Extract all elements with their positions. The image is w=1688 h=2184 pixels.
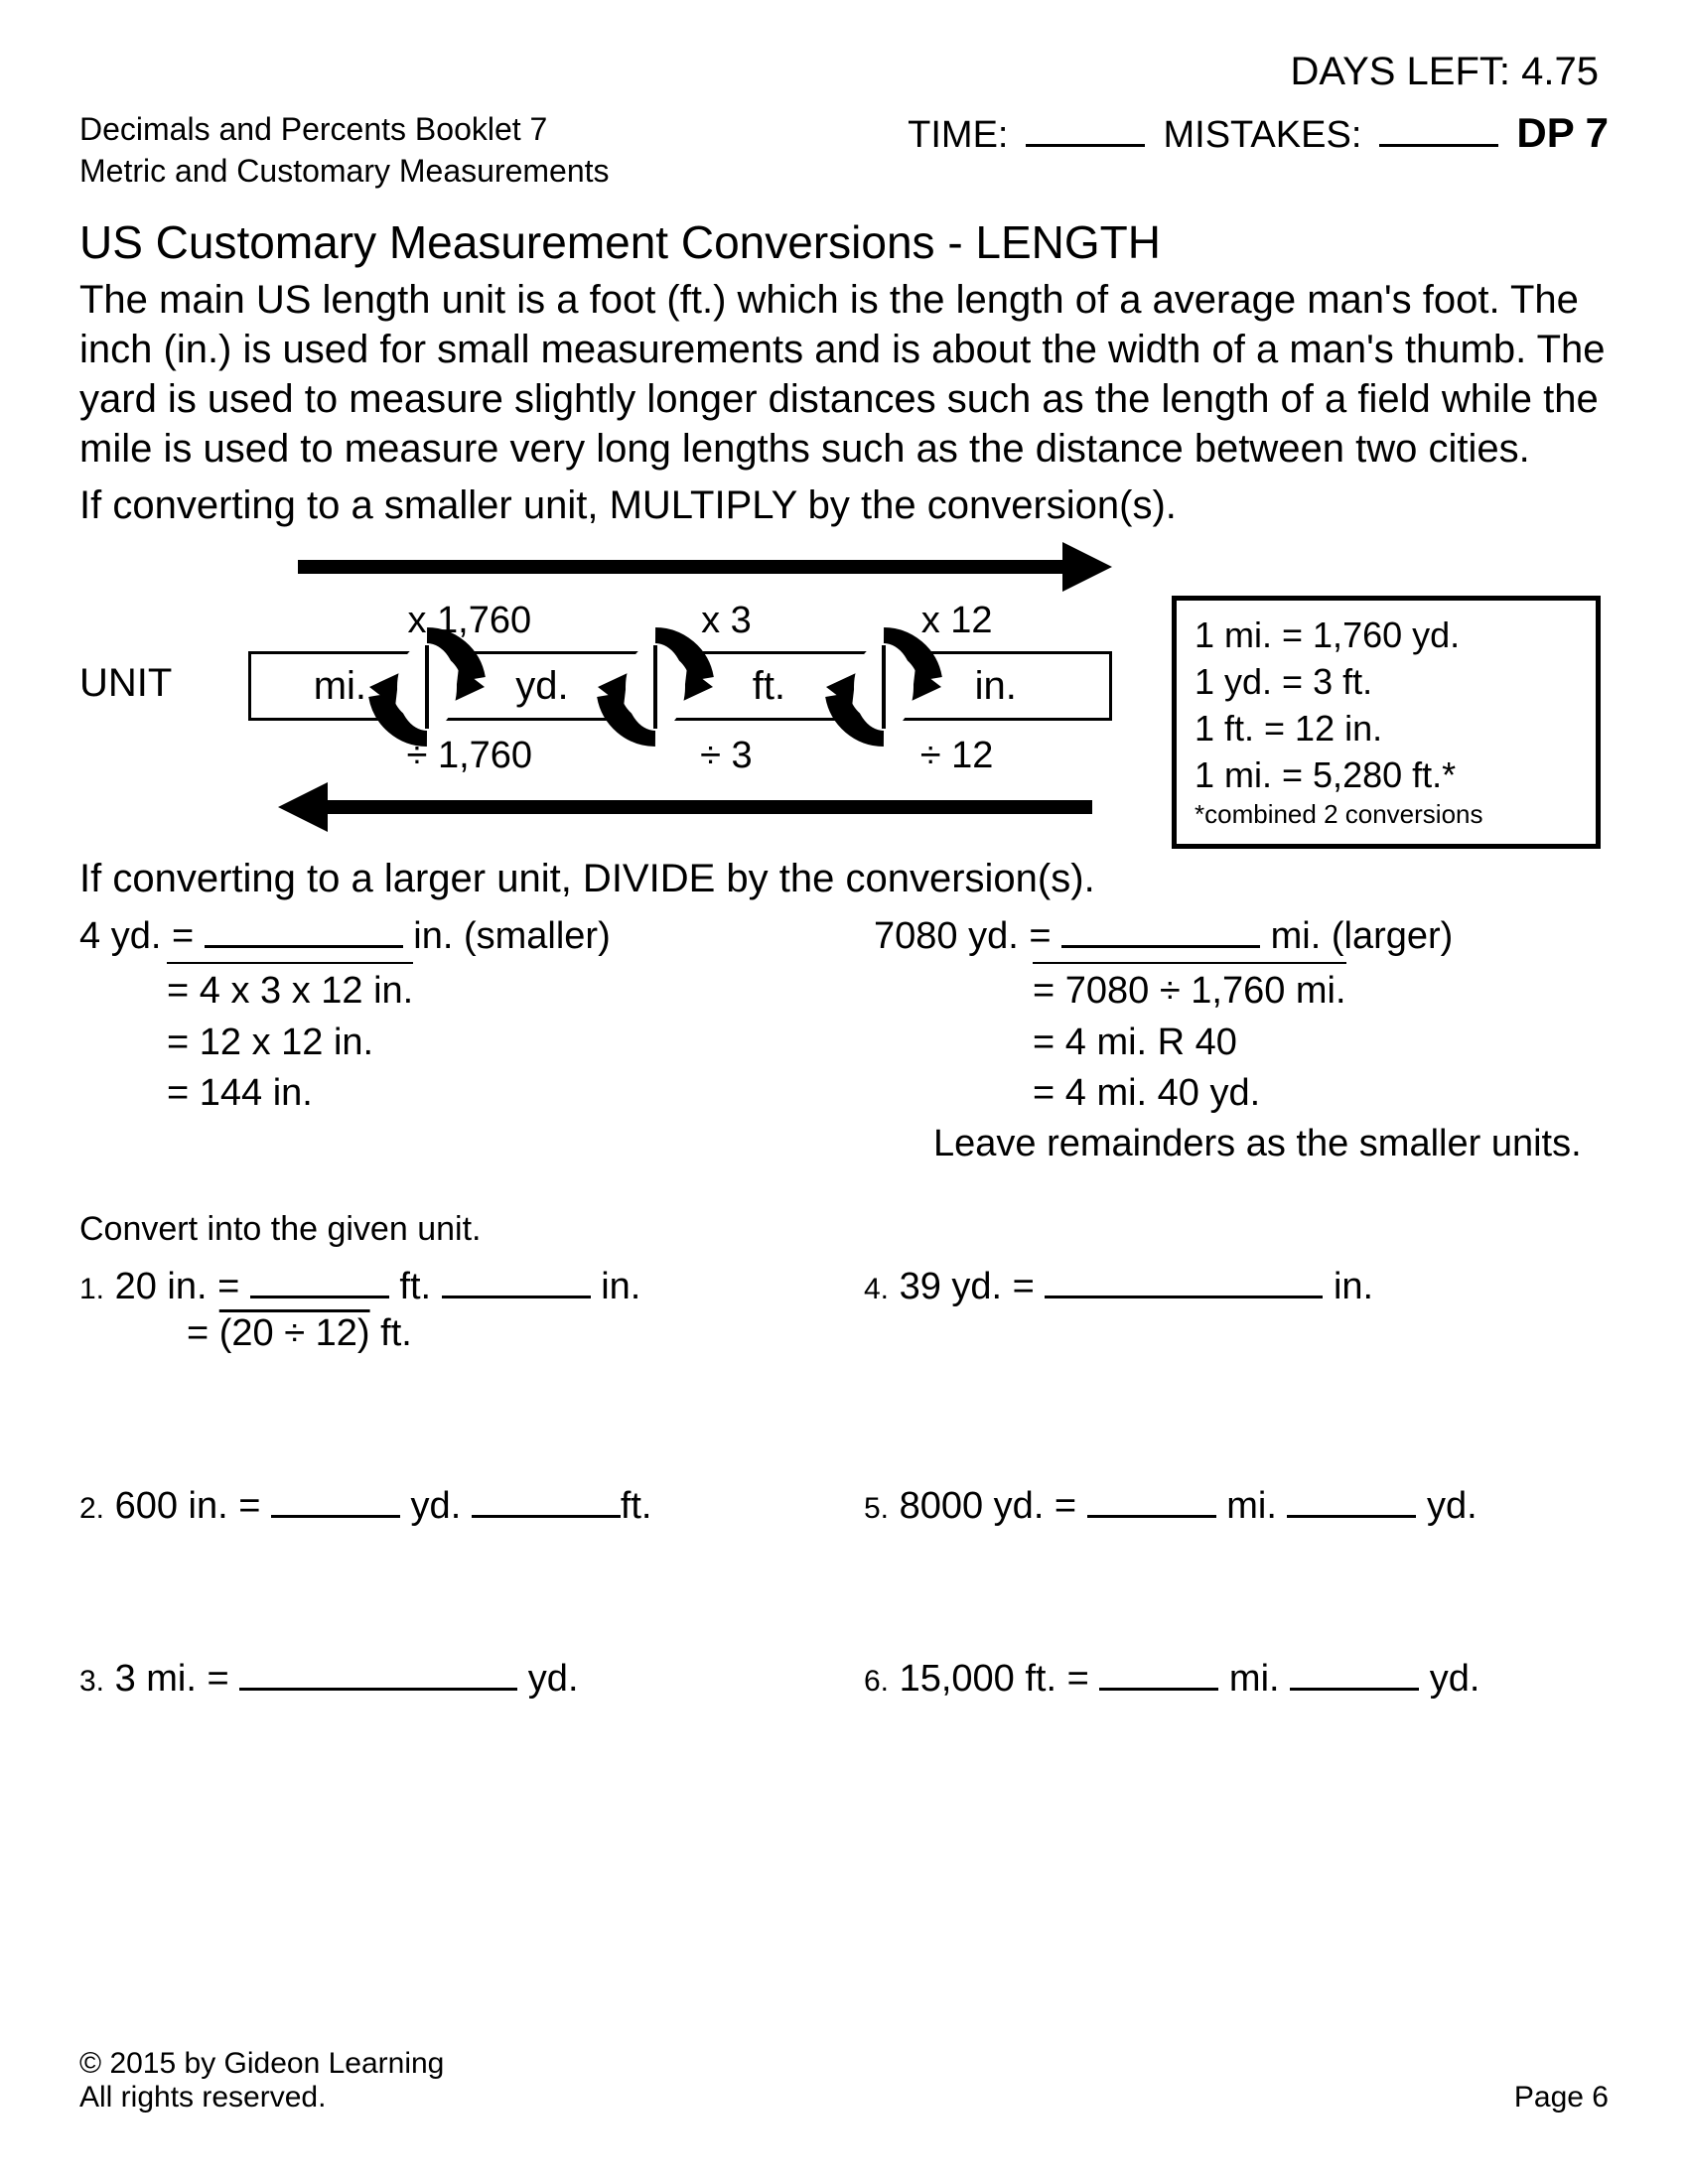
instruction: Convert into the given unit. <box>79 1210 1609 1249</box>
arrow-right-icon <box>298 542 1112 592</box>
conversion-diagram: x 1,760x 3x 12 UNIT mi.yd.ft.in. ÷ 1,760… <box>79 532 1142 840</box>
problem: 5. 8000 yd. = mi. yd. <box>864 1484 1609 1528</box>
days-left: DAYS LEFT: 4.75 <box>1290 50 1599 94</box>
page-title: US Customary Measurement Conversions - L… <box>79 215 1609 269</box>
intro-text: The main US length unit is a foot (ft.) … <box>79 275 1609 474</box>
rule-multiply: If converting to a smaller unit, MULTIPL… <box>79 483 1609 528</box>
example-blank[interactable] <box>205 914 403 948</box>
divide-label: ÷ 3 <box>700 735 753 777</box>
problem: 3. 3 mi. = yd. <box>79 1657 824 1701</box>
problems-grid: 1. 20 in. = ft. in.= (20 ÷ 12) ft. 4. 39 … <box>79 1265 1609 1702</box>
cycle-arrows-icon <box>367 627 487 747</box>
header-right: TIME: MISTAKES: DP 7 <box>908 109 1609 157</box>
divide-label: ÷ 12 <box>920 735 994 777</box>
reference-line: 1 mi. = 5,280 ft.* <box>1195 752 1578 799</box>
reference-line: 1 yd. = 3 ft. <box>1195 659 1578 706</box>
header-row: Decimals and Percents Booklet 7 Metric a… <box>79 109 1609 192</box>
footer: © 2015 by Gideon Learning All rights res… <box>79 2047 1609 2115</box>
answer-blank[interactable] <box>1287 1484 1416 1518</box>
problem: 6. 15,000 ft. = mi. yd. <box>864 1657 1609 1701</box>
problem-hint: = (20 ÷ 12) ft. <box>79 1312 824 1355</box>
problem: 1. 20 in. = ft. in.= (20 ÷ 12) ft. <box>79 1265 824 1355</box>
answer-blank[interactable] <box>239 1657 517 1691</box>
time-blank[interactable] <box>1026 113 1145 147</box>
cycle-arrows-icon <box>824 627 943 747</box>
answer-blank[interactable] <box>472 1484 621 1518</box>
cycle-arrows-icon <box>596 627 715 747</box>
answer-blank[interactable] <box>271 1484 400 1518</box>
example-blank[interactable] <box>1061 914 1260 948</box>
booklet-info: Decimals and Percents Booklet 7 Metric a… <box>79 109 610 192</box>
conversion-reference-box: 1 mi. = 1,760 yd.1 yd. = 3 ft.1 ft. = 12… <box>1172 596 1601 849</box>
arrow-left-icon <box>278 782 1092 832</box>
problem: 2. 600 in. = yd. ft. <box>79 1484 824 1528</box>
reference-line: 1 ft. = 12 in. <box>1195 706 1578 752</box>
rule-divide: If converting to a larger unit, DIVIDE b… <box>79 857 1609 901</box>
diagram-wrap: x 1,760x 3x 12 UNIT mi.yd.ft.in. ÷ 1,760… <box>79 532 1609 849</box>
answer-blank[interactable] <box>250 1265 389 1298</box>
examples: 4 yd. = in. (smaller) = 4 x 3 x 12 in. =… <box>79 911 1609 1169</box>
problem: 4. 39 yd. = in. <box>864 1265 1609 1355</box>
mistakes-blank[interactable] <box>1379 113 1498 147</box>
answer-blank[interactable] <box>1290 1657 1419 1691</box>
unit-axis-label: UNIT <box>79 661 172 706</box>
divide-labels: ÷ 1,760 ÷ 3 ÷ 12 <box>323 735 1077 777</box>
answer-blank[interactable] <box>442 1265 591 1298</box>
answer-blank[interactable] <box>1087 1484 1216 1518</box>
answer-blank[interactable] <box>1099 1657 1218 1691</box>
divide-label: ÷ 1,760 <box>407 735 533 777</box>
answer-blank[interactable] <box>1045 1265 1323 1298</box>
example-right: 7080 yd. = mi. (larger) = 7080 ÷ 1,760 m… <box>874 911 1609 1169</box>
reference-line: 1 mi. = 1,760 yd. <box>1195 613 1578 659</box>
example-left: 4 yd. = in. (smaller) = 4 x 3 x 12 in. =… <box>79 911 814 1169</box>
dp-label: DP 7 <box>1516 109 1609 157</box>
